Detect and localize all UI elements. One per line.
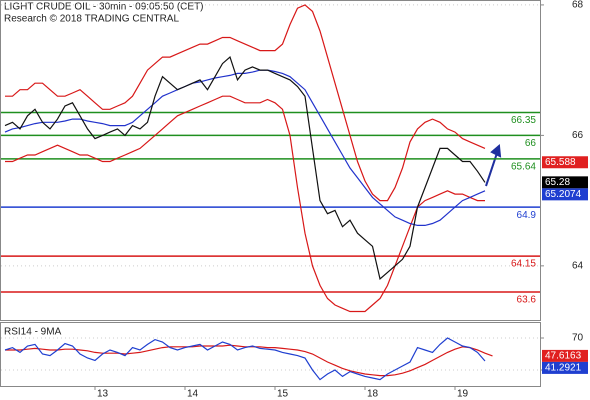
value-tag-label: 65.28: [545, 177, 570, 188]
series-line: [4, 56, 486, 281]
series-line: [4, 69, 486, 226]
y-tick-label: 66: [572, 130, 584, 141]
value-tag: [542, 156, 588, 169]
value-tag: [542, 176, 588, 189]
value-tag: [542, 188, 588, 201]
forecast-arrow: [485, 143, 502, 187]
x-tick-label: 19: [457, 389, 469, 400]
value-tag: [542, 361, 588, 374]
x-tick-label: 14: [187, 389, 199, 400]
chart-subtitle: Research © 2018 TRADING CENTRAL: [4, 14, 179, 25]
y-tick-label: 70: [572, 333, 584, 344]
level-label: 64.15: [511, 259, 536, 270]
chart-title: LIGHT CRUDE OIL - 30min - 09:05:50 (CET): [4, 2, 204, 13]
rsi-title: RSI14 - 9MA: [4, 327, 62, 338]
level-label: 66: [525, 138, 537, 149]
y-tick-label: 64: [572, 260, 584, 271]
series-line: [5, 344, 493, 377]
y-tick-label: 68: [572, 0, 584, 11]
level-label: 63.6: [517, 295, 537, 306]
value-tag-label: 65.2074: [545, 189, 582, 200]
value-tag-label: 41.2921: [545, 363, 582, 374]
x-tick-label: 13: [97, 389, 109, 400]
level-label: 66.35: [511, 115, 536, 126]
value-tag: [542, 349, 588, 362]
series-line: [4, 337, 486, 381]
value-tag-label: 47.6163: [545, 351, 582, 362]
value-tag-label: 65.588: [545, 157, 576, 168]
rsi-frame: [0, 322, 541, 387]
main-frame: [0, 0, 541, 321]
series-line: [5, 95, 485, 313]
x-tick-label: 15: [277, 389, 289, 400]
x-tick-label: 18: [367, 389, 379, 400]
level-label: 64.9: [517, 210, 537, 221]
series-line: [5, 4, 486, 202]
level-label: 65.64: [511, 162, 536, 173]
